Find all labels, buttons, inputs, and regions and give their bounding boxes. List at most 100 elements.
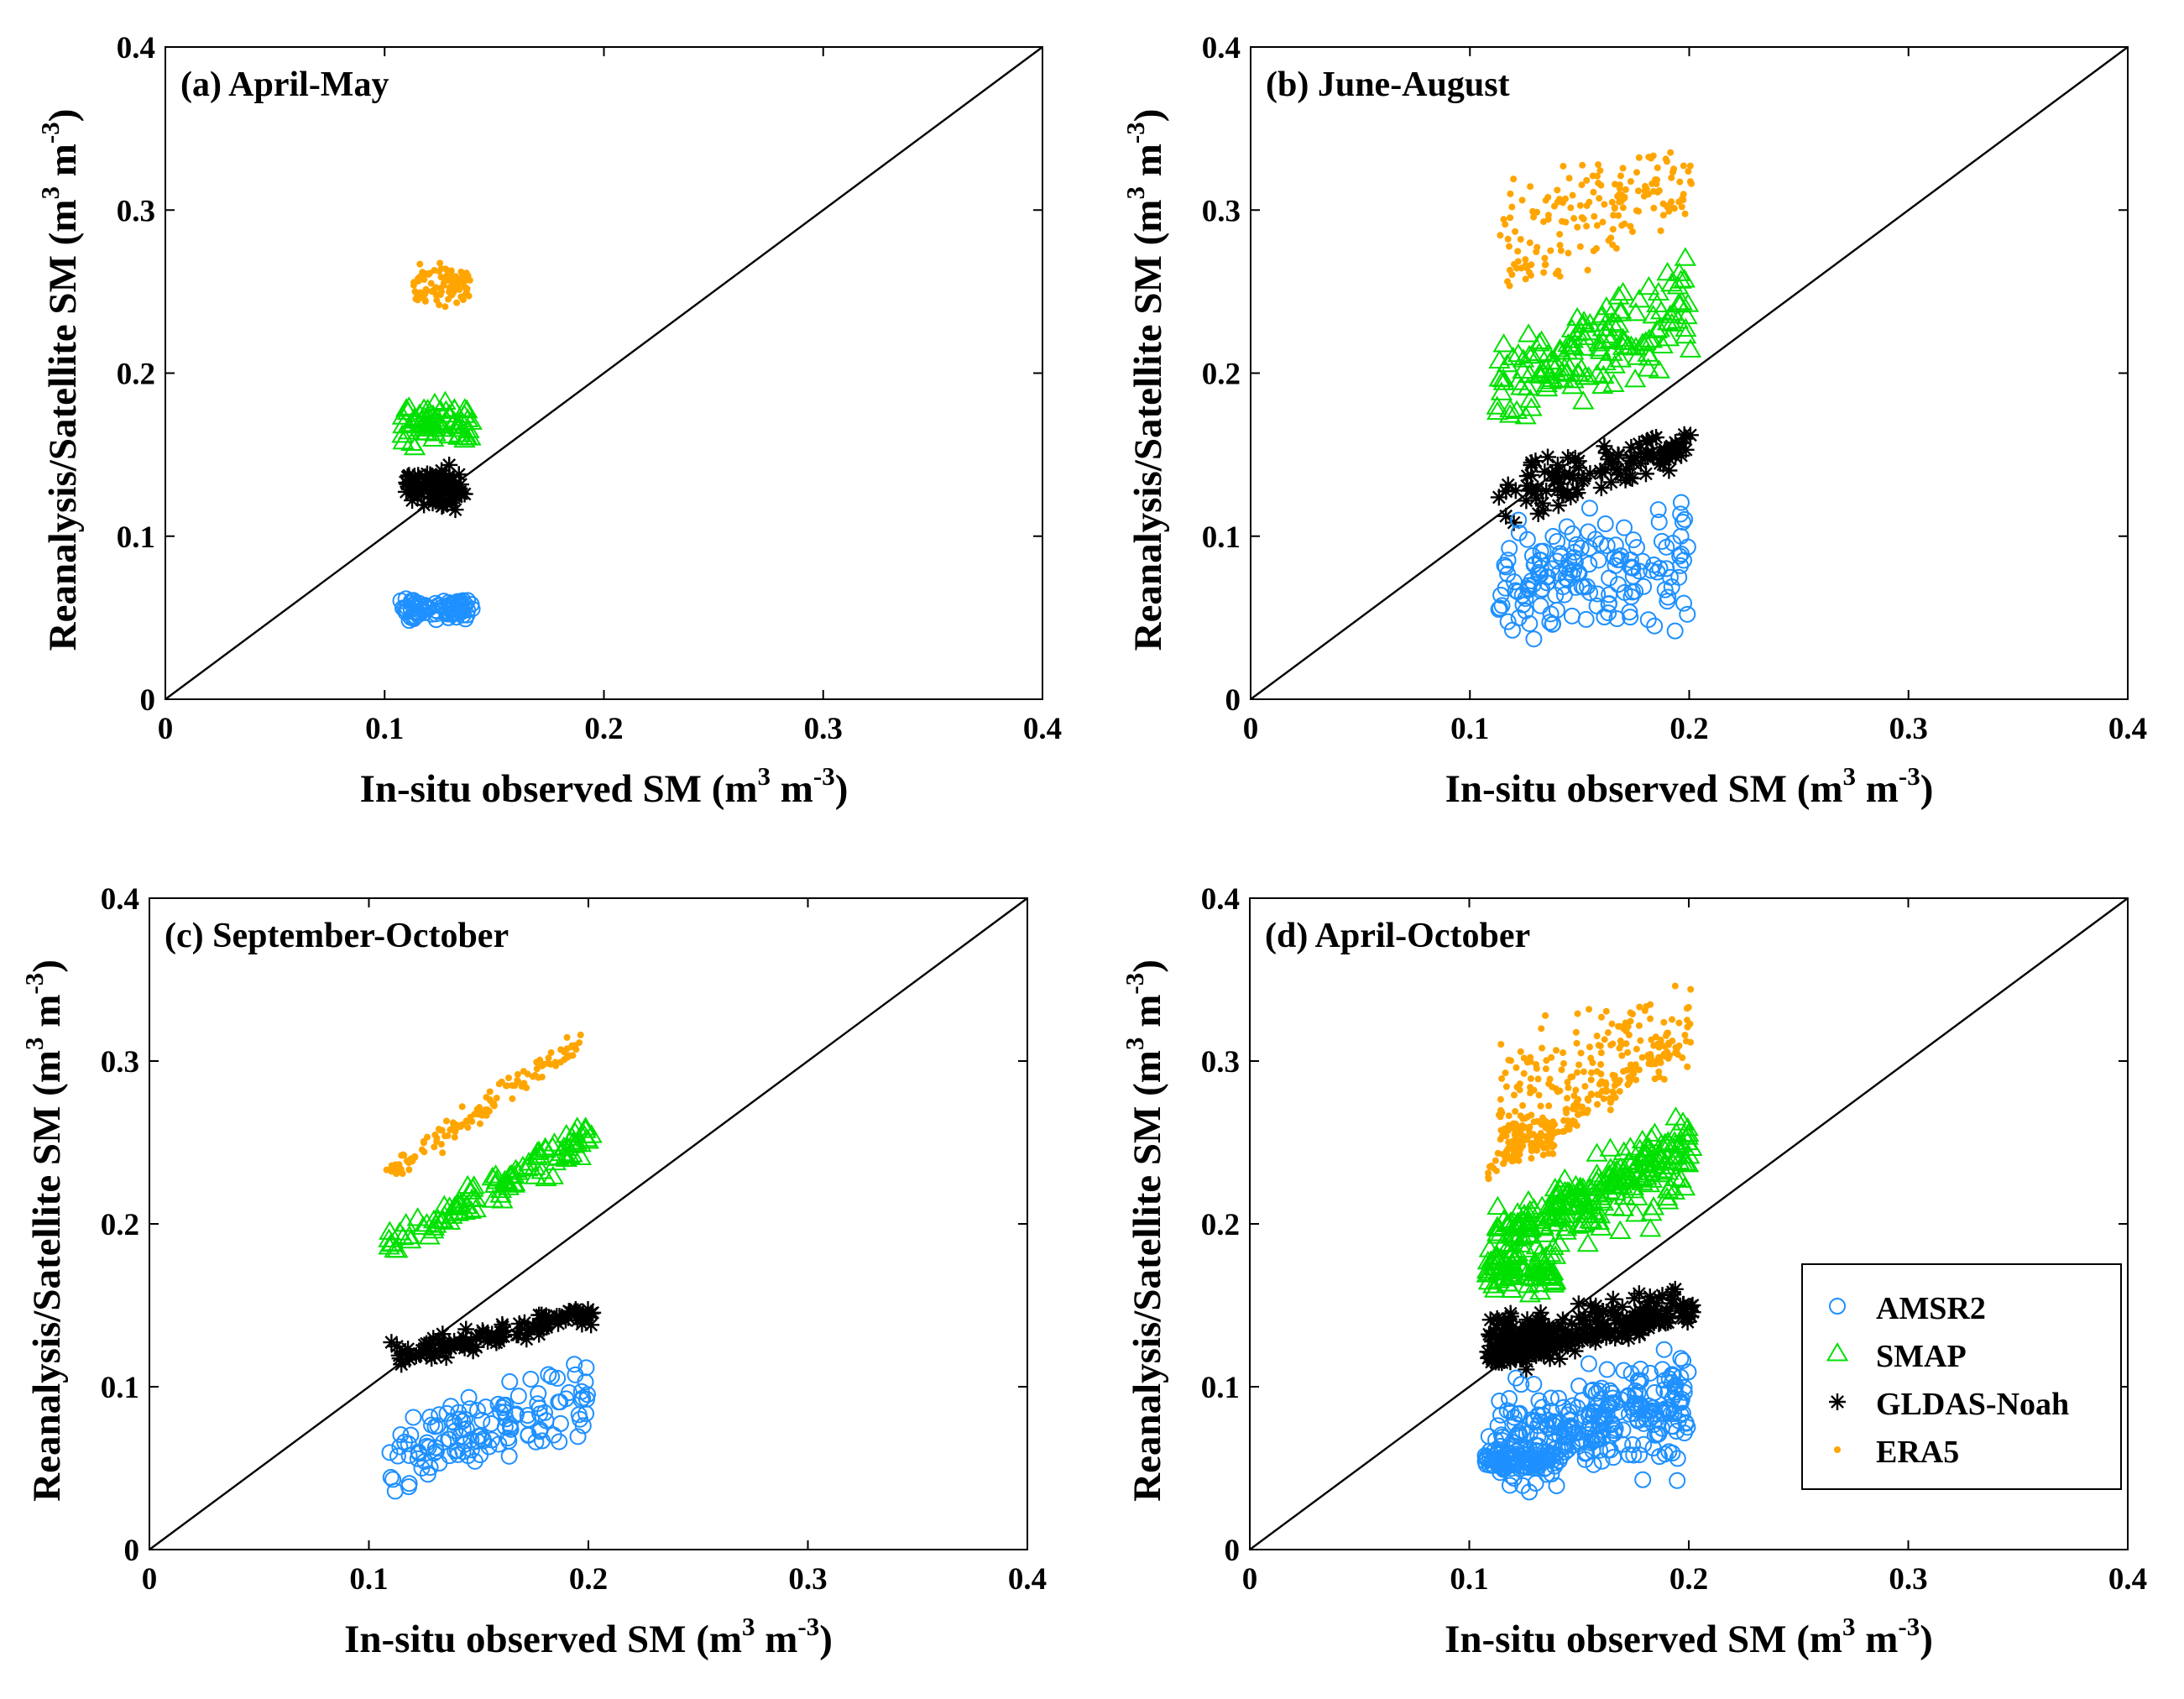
smap-point [1577, 321, 1601, 341]
era5-point [1503, 1147, 1511, 1154]
gldas-noah-point [418, 465, 436, 483]
y-axis-unit-close: ) [25, 959, 69, 973]
era5-point [1492, 1157, 1499, 1164]
era5-point [1534, 1075, 1542, 1083]
smap-point [380, 1232, 403, 1252]
smap-point [1673, 1176, 1696, 1196]
era5-point [1536, 1134, 1544, 1142]
era5-point [1562, 1106, 1570, 1113]
smap-point [1588, 332, 1611, 352]
gldas-noah-point [1559, 1337, 1576, 1355]
era5-point [1594, 1100, 1601, 1108]
legend: AMSR2 SMAP GLDAS-Noah ERA5 [1801, 1263, 2122, 1490]
era5-point [1567, 1074, 1575, 1081]
amsr2-point [1565, 562, 1582, 579]
amsr2-point [1552, 547, 1570, 565]
amsr2-point [440, 609, 457, 626]
gldas-noah-point [1666, 1280, 1684, 1298]
smap-point [1586, 1142, 1608, 1162]
amsr2-point [1645, 1416, 1663, 1434]
gldas-noah-point [550, 1315, 567, 1332]
series-era5 [383, 1031, 584, 1178]
x-tick-label: 0 [158, 712, 174, 746]
era5-point [447, 1127, 454, 1134]
smap-point [406, 1207, 429, 1226]
x-tick-label: 0 [1242, 1562, 1258, 1597]
amsr2-point [1491, 599, 1508, 617]
era5-point [1519, 1136, 1527, 1143]
amsr2-point [560, 1384, 577, 1402]
amsr2-point [1622, 609, 1639, 626]
gldas-noah-point [447, 501, 464, 519]
gldas-noah-point [1638, 433, 1655, 451]
gldas-noah-point [1549, 1319, 1567, 1336]
era5-point [1548, 1053, 1555, 1061]
gldas-noah-point [1659, 1302, 1676, 1320]
era5-point [424, 1133, 431, 1141]
era5-point [1542, 261, 1549, 269]
amsr2-point [1672, 557, 1690, 574]
gldas-noah-point [1575, 1311, 1593, 1329]
amsr2-point [1497, 558, 1514, 576]
era5-point [576, 1039, 583, 1047]
smap-point [464, 1187, 487, 1207]
amsr2-point [1608, 610, 1626, 628]
y-tick-label: 0.1 [101, 1371, 139, 1405]
y-tick-label: 0.2 [117, 358, 155, 392]
y-axis-title: Reanalysis/Satellite SM (m3 m-3) [1121, 109, 1170, 651]
era5-point [1564, 1079, 1571, 1086]
smap-point [1599, 1137, 1622, 1157]
era5-point [1586, 1043, 1593, 1051]
x-tick-label: 0.1 [1450, 712, 1489, 746]
x-tick-label: 0.4 [1023, 712, 1062, 746]
gldas-noah-point [1613, 1298, 1631, 1315]
amsr2-point [1590, 552, 1607, 569]
era5-point [1507, 214, 1514, 222]
amsr2-point [1513, 1376, 1530, 1393]
smap-point [1535, 1223, 1558, 1242]
era5-point [514, 1070, 521, 1078]
gldas-noah-point [1555, 466, 1573, 484]
smap-point [1543, 1195, 1565, 1215]
era5-point [1627, 1061, 1634, 1069]
era5-point [1686, 162, 1694, 170]
era5-point [1567, 204, 1575, 212]
gldas-noah-point [415, 496, 433, 514]
era5-point [572, 1046, 580, 1053]
legend-gldas-noah-marker [1829, 1393, 1846, 1410]
era5-point [1681, 1032, 1689, 1039]
gldas-noah-point [1570, 1295, 1587, 1313]
smap-point [1486, 1222, 1509, 1242]
legend-label-gldas-noah: GLDAS-Noah [1876, 1387, 2069, 1422]
amsr2-point [442, 1398, 460, 1415]
amsr2-point [1669, 1450, 1686, 1467]
gldas-noah-point [1566, 1342, 1584, 1360]
smap-point [1542, 1236, 1565, 1256]
y-tick-label: 0.2 [1202, 358, 1241, 392]
gldas-noah-point [1527, 1315, 1544, 1332]
era5-point [1574, 1069, 1581, 1076]
amsr2-point [1646, 1384, 1664, 1402]
smap-point [443, 398, 466, 417]
amsr2-point [577, 1390, 595, 1408]
y-axis-unit-neg: -3 [19, 973, 49, 995]
amsr2-point [1624, 1436, 1642, 1454]
smap-point [1659, 1176, 1681, 1196]
era5-point [1556, 231, 1564, 238]
gldas-noah-point [1504, 1319, 1522, 1336]
era5-point [1659, 212, 1667, 219]
era5-point [1497, 1041, 1505, 1048]
amsr2-point [1501, 1390, 1518, 1408]
smap-point [1479, 1262, 1502, 1281]
era5-point [1618, 222, 1626, 229]
smap-point [1673, 269, 1696, 288]
amsr2-point [462, 1431, 480, 1449]
smap-point [1517, 1211, 1540, 1231]
era5-point [1584, 266, 1591, 274]
y-axis-unit-mid: m [1126, 995, 1169, 1038]
gldas-noah-point [1669, 443, 1686, 461]
era5-point [1604, 1029, 1612, 1037]
amsr2-point [1607, 1419, 1624, 1437]
amsr2-point [1578, 1444, 1596, 1461]
amsr2-point [1593, 1379, 1611, 1397]
